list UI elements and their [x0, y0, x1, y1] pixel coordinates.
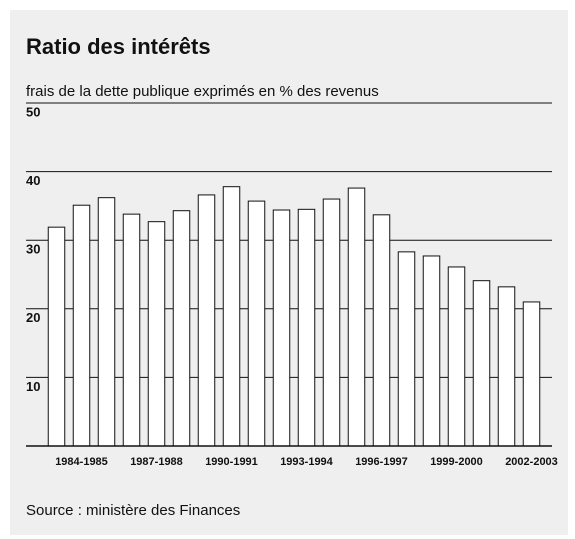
bar	[522, 301, 541, 447]
bar	[322, 198, 341, 447]
x-tick-label: 1999-2000	[430, 456, 483, 468]
x-tick-label: 1984-1985	[55, 456, 108, 468]
bar	[222, 186, 241, 447]
y-tick-label: 30	[26, 242, 40, 257]
bar	[472, 280, 491, 447]
x-tick-label: 1987-1988	[130, 456, 183, 468]
bar	[147, 221, 166, 447]
bar	[72, 204, 91, 447]
y-tick-label: 40	[26, 173, 40, 188]
bar	[497, 286, 516, 447]
source: Source : ministère des Finances	[26, 502, 240, 519]
x-tick-label: 2002-2003	[505, 456, 558, 468]
bar	[397, 251, 416, 447]
bar	[372, 214, 391, 447]
bar	[197, 194, 216, 447]
bar	[122, 213, 141, 447]
bar	[272, 209, 291, 447]
y-tick-label: 50	[26, 104, 40, 119]
x-tick-label: 1996-1997	[355, 456, 408, 468]
y-tick-label: 10	[26, 379, 40, 394]
chart-title: Ratio des intérêts	[26, 34, 211, 59]
bar	[172, 210, 191, 447]
chart-subtitle: frais de la dette publique exprimés en %…	[26, 83, 379, 100]
bar	[97, 197, 116, 447]
bar	[447, 266, 466, 447]
x-tick-label: 1993-1994	[280, 456, 333, 468]
bar	[422, 255, 441, 447]
x-tick-label: 1990-1991	[205, 456, 258, 468]
bar	[47, 226, 66, 447]
y-tick-label: 20	[26, 310, 40, 325]
bar	[297, 208, 316, 447]
bar	[247, 200, 266, 447]
bar	[347, 187, 366, 447]
